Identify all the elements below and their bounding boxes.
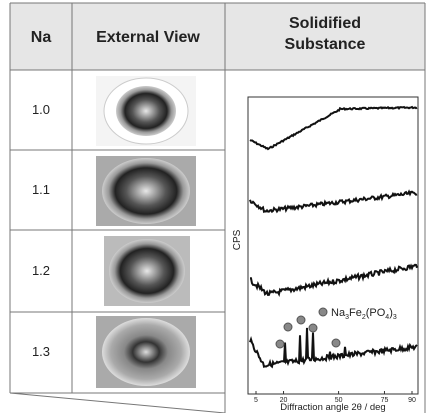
trace [250, 328, 417, 367]
formula-part: Na [331, 307, 346, 319]
annotation: Na3Fe2(PO4)3 [331, 307, 397, 321]
header-substance: Substance [285, 36, 366, 53]
page: Na External View Solidified Substance CP… [0, 0, 428, 413]
x-tick-label: 90 [408, 397, 416, 404]
trace [250, 265, 417, 295]
formula-part: (PO [366, 307, 386, 319]
x-label: Diffraction angle 2θ / deg [280, 402, 385, 413]
header-external-view: External View [96, 29, 200, 46]
row-na: 1.2 [32, 263, 50, 278]
trace [250, 107, 417, 149]
row-na: 1.0 [32, 102, 50, 117]
x-tick-label: 75 [381, 397, 389, 404]
header-solidified: Solidified [289, 15, 361, 32]
trace [250, 192, 417, 212]
x-tick-label: 20 [280, 397, 288, 404]
xrd-traces [250, 107, 417, 367]
formula-sub: 3 [393, 314, 397, 321]
photos [96, 76, 196, 388]
row-na: 1.3 [32, 344, 50, 359]
row-na: 1.1 [32, 182, 50, 197]
x-tick-label: 5 [254, 397, 258, 404]
formula-part: Fe [349, 307, 362, 319]
header-na: Na [31, 29, 52, 46]
x-tick-label: 50 [335, 397, 343, 404]
y-label: CPS [232, 229, 243, 250]
